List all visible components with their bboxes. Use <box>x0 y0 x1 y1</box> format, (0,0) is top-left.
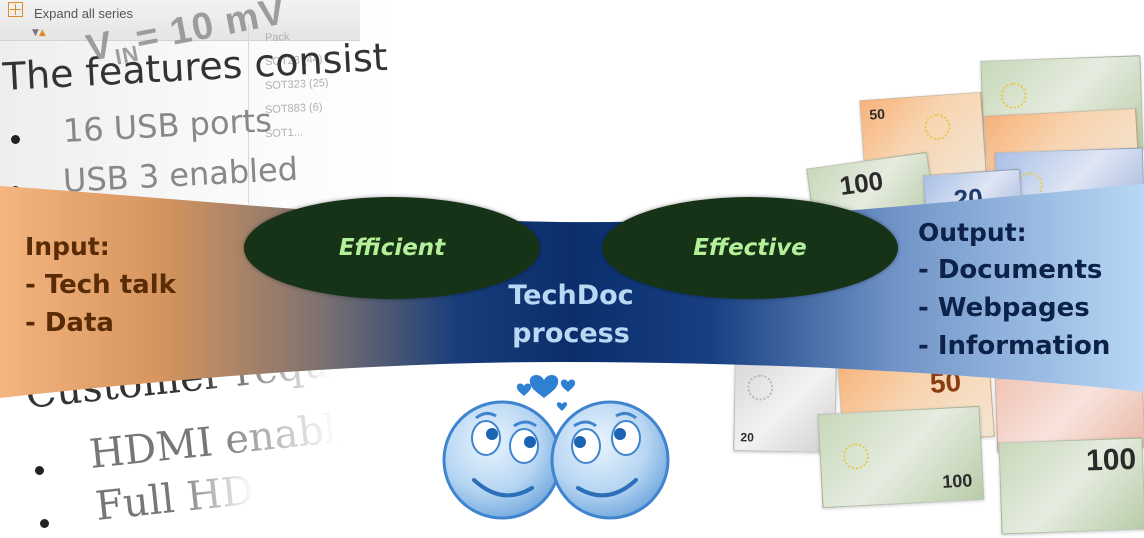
smiley-couple-image <box>442 374 670 520</box>
effective-oval: Effective <box>602 197 898 299</box>
input-title: Input: <box>25 232 110 261</box>
expand-all-label: Expand all series <box>34 6 133 21</box>
hearts-icon <box>516 374 576 411</box>
package-column: Pack SOT23 (44) SOT323 (25) SOT883 (6) S… <box>248 24 369 204</box>
bullet-dot <box>40 519 49 528</box>
output-item: - Information <box>918 331 1111 361</box>
process-line1-text: TechDoc <box>508 280 634 311</box>
process-label-line1: TechDoc <box>0 280 1144 311</box>
bullet-dot <box>11 135 20 144</box>
output-item: - Webpages <box>918 293 1090 323</box>
efficient-oval: Efficient <box>244 197 540 299</box>
sort-arrows-icon: ▼▲ <box>32 28 46 38</box>
input-item: - Data <box>25 308 114 338</box>
process-label-line2: process <box>0 318 1144 349</box>
process-line2-text: process <box>512 318 630 349</box>
bullet-dot <box>35 466 44 475</box>
smiley-left-icon <box>442 400 562 520</box>
background-screenshot-top-left: Expand all series ▼▲ Pack SOT23 (44) SOT… <box>0 0 400 210</box>
output-title: Output: <box>918 218 1027 247</box>
expand-plus-icon <box>8 2 23 17</box>
efficient-label: Efficient <box>338 235 446 261</box>
smiley-right-icon <box>550 400 670 520</box>
background-toolbar <box>0 0 360 41</box>
input-item: - Tech talk <box>25 270 176 300</box>
output-item: - Documents <box>918 255 1103 285</box>
effective-label: Effective <box>693 235 807 261</box>
